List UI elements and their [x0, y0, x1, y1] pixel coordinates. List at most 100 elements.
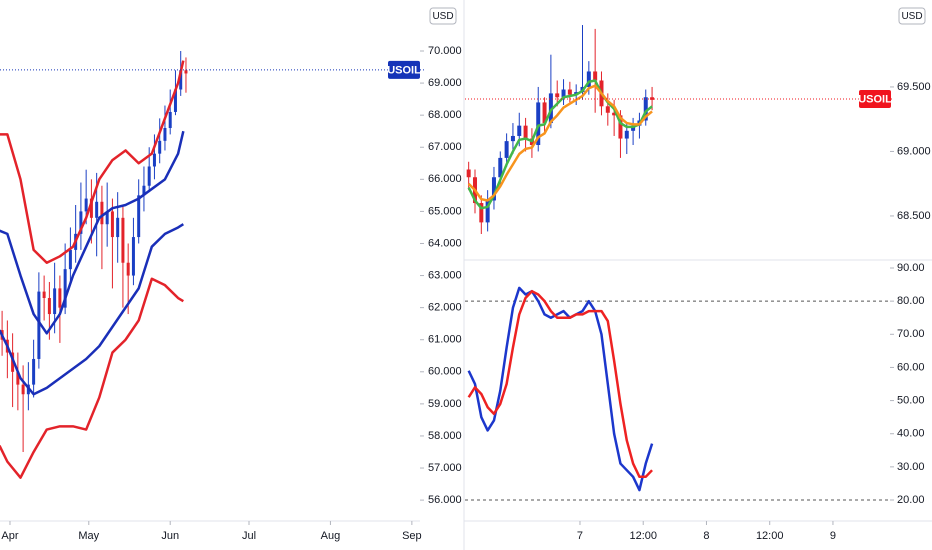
indicator-line	[467, 79, 653, 210]
y-tick-label: 59.000	[428, 398, 462, 410]
x-tick-label: 12:00	[629, 530, 657, 542]
candle-body	[173, 89, 177, 112]
candle-body	[650, 97, 655, 100]
y-tick-label: 64.000	[428, 237, 462, 249]
y-tick-label: 69.500	[897, 81, 931, 93]
y-tick-label: 90.00	[897, 262, 925, 274]
y-tick-label: 67.000	[428, 141, 462, 153]
candle-body	[53, 288, 57, 315]
candle-body	[137, 195, 141, 238]
candle-body	[37, 291, 41, 359]
y-tick-label: 61.000	[428, 334, 462, 346]
candle-body	[605, 106, 610, 113]
indicator-line	[0, 223, 184, 396]
y-tick-label: 63.000	[428, 269, 462, 281]
y-tick-label: 66.000	[428, 173, 462, 185]
candle-body	[110, 211, 114, 238]
x-tick-label: 7	[577, 530, 583, 542]
candle-body	[147, 166, 151, 186]
price-badge	[859, 89, 891, 108]
y-tick-label: 60.000	[428, 366, 462, 378]
x-tick-label: Apr	[1, 530, 18, 542]
oscillator-line	[467, 289, 653, 479]
currency-label: USD	[432, 11, 453, 22]
candle-body	[152, 153, 156, 167]
oscillator-line	[467, 286, 654, 492]
x-tick-label: 8	[703, 530, 709, 542]
indicator-line	[467, 84, 653, 202]
x-tick-label: Jul	[242, 530, 256, 542]
candle-body	[586, 71, 591, 87]
currency-label: USD	[901, 11, 922, 22]
candle-body	[42, 291, 46, 299]
candle-body	[624, 130, 629, 139]
candle-body	[121, 217, 125, 263]
y-tick-label: 30.00	[897, 461, 925, 473]
candle-body	[79, 211, 83, 234]
y-tick-label: 80.00	[897, 295, 925, 307]
candle-body	[491, 177, 496, 201]
candle-body	[126, 262, 130, 276]
y-tick-label: 60.00	[897, 361, 925, 373]
candle-body	[142, 185, 146, 196]
y-tick-label: 65.000	[428, 205, 462, 217]
price-badge-label: USOIL	[858, 93, 892, 105]
x-tick-label: Jun	[161, 530, 179, 542]
candle-body	[58, 288, 62, 308]
candle-body	[100, 201, 104, 225]
candle-body	[179, 70, 183, 90]
candle-body	[95, 201, 99, 218]
x-tick-label: May	[78, 530, 99, 542]
candle-body	[612, 112, 617, 116]
y-tick-label: 58.000	[428, 430, 462, 442]
candle-body	[89, 198, 93, 218]
price-badge-label: USOIL	[387, 64, 421, 76]
indicator-line	[0, 60, 185, 264]
candle-body	[536, 102, 541, 145]
candle-body	[643, 97, 648, 121]
x-tick-label: Sep	[402, 530, 422, 542]
candle-body	[593, 71, 598, 81]
candle-body	[131, 237, 135, 276]
candle-body	[84, 198, 88, 212]
candle-body	[21, 384, 25, 395]
y-tick-label: 70.000	[428, 45, 462, 57]
y-tick-label: 56.000	[428, 494, 462, 506]
indicator-line	[0, 130, 185, 335]
candle-body	[168, 111, 172, 128]
candle-body	[116, 217, 120, 238]
candle-body	[68, 249, 72, 270]
candle-body	[466, 169, 471, 178]
candle-body	[523, 125, 528, 139]
candle-body	[63, 269, 67, 308]
currency-badge	[429, 7, 457, 25]
x-tick-label: 9	[830, 530, 836, 542]
x-tick-label: 12:00	[756, 530, 784, 542]
y-tick-label: 20.00	[897, 494, 925, 506]
candle-body	[548, 93, 553, 124]
candle-body	[498, 157, 503, 178]
candle-body	[510, 135, 515, 142]
candle-body	[517, 125, 522, 136]
price-badge	[388, 60, 420, 79]
candle-body	[158, 140, 162, 154]
candle-body	[618, 115, 623, 139]
candle-body	[32, 358, 36, 385]
candle-body	[567, 89, 572, 95]
candle-body	[105, 211, 109, 225]
y-tick-label: 68.000	[428, 109, 462, 121]
candle-body	[542, 102, 547, 124]
candle-body	[485, 200, 490, 223]
x-tick-label: Aug	[321, 530, 341, 542]
y-tick-label: 69.000	[428, 77, 462, 89]
candle-body	[561, 89, 566, 98]
candle-body	[47, 298, 51, 315]
y-tick-label: 57.000	[428, 462, 462, 474]
y-tick-label: 50.00	[897, 394, 925, 406]
y-tick-label: 40.00	[897, 428, 925, 440]
y-tick-label: 68.500	[897, 210, 931, 222]
y-tick-label: 69.000	[897, 145, 931, 157]
y-tick-label: 70.00	[897, 328, 925, 340]
